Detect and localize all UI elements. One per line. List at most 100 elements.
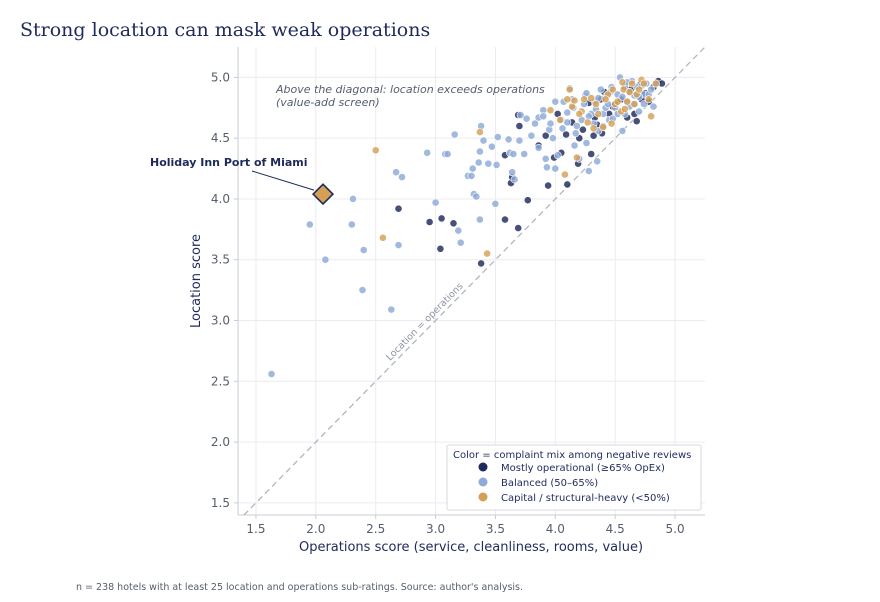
x-tick-label: 4.5 (606, 522, 625, 536)
axes: 1.5 2.0 2.5 3.0 3.5 4.0 4.5 5.0 1.5 2.0 2.5 3.0 3.5 4… (211, 47, 705, 536)
data-point (491, 199, 500, 208)
chart-title: Strong location can mask weak operations (20, 19, 430, 41)
data-point (394, 241, 403, 249)
x-tick-label: 4.0 (546, 522, 565, 536)
data-point (509, 150, 518, 158)
data-point (565, 85, 574, 94)
x-tick-label: 3.0 (426, 522, 445, 536)
data-point (515, 136, 524, 145)
data-point (398, 173, 406, 181)
legend-marker (478, 477, 488, 487)
data-point (443, 150, 452, 158)
data-point (541, 154, 550, 163)
data-point (618, 78, 627, 87)
data-point (474, 158, 483, 167)
annotation-line: (value-add screen) (276, 96, 380, 109)
data-point (579, 125, 587, 134)
data-point (580, 95, 588, 104)
scatter-points (267, 73, 666, 378)
data-point (582, 139, 591, 147)
data-point (570, 141, 579, 150)
data-point (483, 249, 491, 258)
data-point (515, 122, 524, 130)
data-point (593, 157, 602, 166)
data-point (450, 130, 459, 139)
data-point (475, 128, 484, 136)
legend-label: Balanced (50–65%) (501, 478, 598, 489)
data-point (394, 204, 403, 213)
data-point (607, 119, 616, 128)
data-point (508, 168, 517, 177)
data-point (387, 305, 396, 314)
data-point (563, 180, 572, 189)
data-point (635, 85, 643, 94)
data-point (563, 95, 572, 104)
data-point (449, 219, 458, 228)
data-point (644, 95, 653, 104)
data-point (608, 85, 617, 94)
data-point (349, 194, 357, 203)
data-point (546, 119, 555, 128)
data-point (596, 85, 605, 94)
y-tick-label: 2.5 (211, 374, 230, 388)
data-point (359, 246, 368, 254)
y-tick-label: 1.5 (211, 496, 230, 510)
data-point (647, 85, 655, 94)
data-point (587, 150, 596, 158)
data-point (468, 164, 477, 173)
y-tick-label: 2.0 (211, 435, 230, 449)
data-point (551, 97, 560, 106)
data-point (493, 133, 502, 141)
data-point (599, 123, 608, 132)
data-point (587, 94, 596, 102)
legend-marker (478, 462, 488, 472)
highlight: Holiday Inn Port of Miami (150, 156, 335, 206)
y-axis-label: Location score (189, 234, 204, 328)
data-point (601, 95, 610, 104)
data-point (436, 244, 445, 253)
data-point (487, 142, 496, 151)
grid-lines (238, 47, 705, 515)
data-point (425, 218, 434, 226)
data-point (527, 131, 536, 140)
x-tick-label: 2.5 (366, 522, 385, 536)
data-point (561, 170, 569, 179)
data-point (563, 108, 572, 117)
data-point (563, 118, 572, 127)
legend-label: Mostly operational (≥65% OpEx) (501, 463, 665, 474)
data-point (514, 224, 523, 232)
x-tick-label: 1.5 (246, 522, 265, 536)
data-point (640, 79, 648, 88)
legend-marker (478, 492, 488, 502)
data-point (510, 175, 519, 184)
data-point (423, 148, 432, 157)
legend-label: Capital / structural-heavy (<50%) (501, 493, 670, 504)
highlight-label: Holiday Inn Port of Miami (150, 156, 308, 169)
x-tick-label: 3.5 (486, 522, 505, 536)
data-point (613, 97, 622, 106)
data-point (594, 110, 603, 118)
x-axis-label: Operations score (service, cleanliness, … (299, 540, 643, 555)
data-point (431, 198, 440, 207)
data-point (630, 100, 639, 108)
data-point (553, 151, 562, 160)
data-point (516, 111, 525, 119)
data-point (620, 105, 629, 113)
data-point (649, 102, 658, 111)
y-tick-label: 4.5 (211, 131, 230, 145)
data-point (371, 146, 380, 155)
data-point (647, 112, 655, 121)
data-point (589, 124, 598, 133)
data-point (358, 286, 367, 294)
data-point (347, 220, 356, 229)
data-point (541, 131, 550, 140)
data-point (571, 129, 580, 138)
data-point (477, 259, 485, 268)
data-point (632, 117, 641, 126)
data-point (475, 147, 484, 156)
data-point (570, 96, 579, 105)
data-point (484, 159, 493, 168)
data-point (534, 143, 543, 152)
data-point (652, 79, 660, 88)
y-tick-label: 5.0 (211, 70, 230, 84)
